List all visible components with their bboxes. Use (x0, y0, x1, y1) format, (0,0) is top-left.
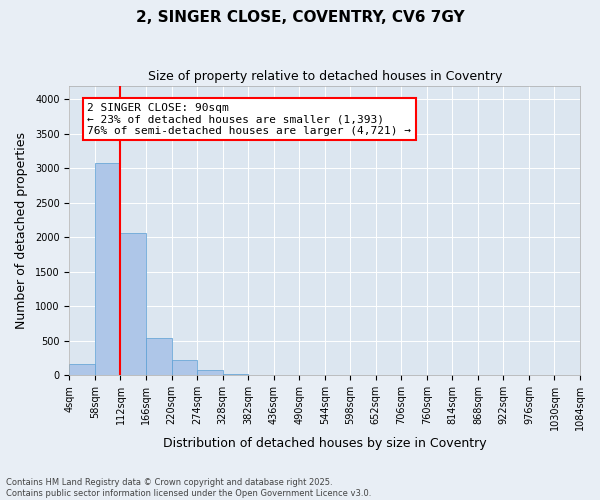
Bar (223, 374, 248, 375)
Bar (121, 233, 146, 375)
Bar (146, 338, 172, 375)
Bar (70, 364, 95, 375)
Text: 2, SINGER CLOSE, COVENTRY, CV6 7GY: 2, SINGER CLOSE, COVENTRY, CV6 7GY (136, 10, 464, 25)
Bar (197, 370, 223, 375)
Y-axis label: Number of detached properties: Number of detached properties (15, 132, 28, 329)
Text: 2 SINGER CLOSE: 90sqm
← 23% of detached houses are smaller (1,393)
76% of semi-d: 2 SINGER CLOSE: 90sqm ← 23% of detached … (87, 103, 411, 136)
Title: Size of property relative to detached houses in Coventry: Size of property relative to detached ho… (148, 70, 502, 83)
Bar (95, 163, 121, 375)
X-axis label: Distribution of detached houses by size in Coventry: Distribution of detached houses by size … (163, 437, 487, 450)
Text: Contains HM Land Registry data © Crown copyright and database right 2025.
Contai: Contains HM Land Registry data © Crown c… (6, 478, 371, 498)
Bar (172, 360, 197, 375)
